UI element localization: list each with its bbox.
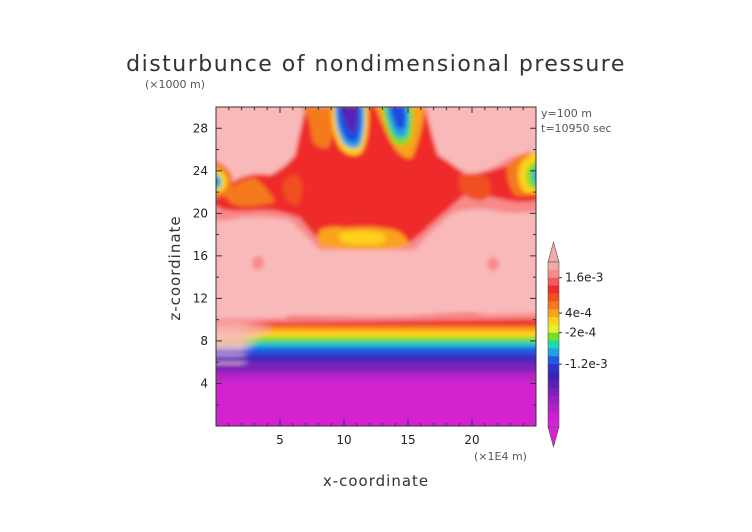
y-tick-label: 8: [200, 334, 208, 348]
colorbar-frame: [547, 261, 560, 428]
y-unit-label: (×1000 m): [145, 78, 205, 91]
colorbar-swatch: [548, 301, 559, 310]
colorbar-swatch: [548, 309, 559, 318]
y-tick-label: 4: [200, 376, 208, 390]
colorbar-swatch: [548, 411, 559, 420]
colorbar-swatch: [548, 419, 559, 428]
colorbar-swatch: [548, 348, 559, 357]
colorbar-tick-label: -2e-4: [565, 326, 596, 340]
colorbar-swatch: [548, 340, 559, 349]
colorbar: 1.6e-3 4e-4 -2e-4 -1.2e-3: [547, 240, 608, 449]
y-tick-label: 16: [193, 249, 208, 263]
x-unit-label: (×1E4 m): [474, 450, 527, 463]
colorbar-swatch: [548, 293, 559, 302]
y-tick-label: 28: [193, 121, 208, 135]
colorbar-swatch: [548, 387, 559, 396]
colorbar-swatch: [548, 372, 559, 381]
colorbar-swatch: [548, 269, 559, 279]
y-axis-label: z-coordinate: [166, 215, 184, 320]
colorbar-swatch: [548, 277, 559, 286]
colorbar-tick-label: 1.6e-3: [565, 271, 603, 285]
colorbar-swatch: [548, 332, 559, 341]
heatmap-field: [216, 107, 536, 426]
colorbar-tick-label: -1.2e-3: [565, 357, 608, 371]
x-tick-label: 20: [464, 433, 479, 447]
x-tick-label: 15: [400, 433, 415, 447]
colorbar-swatch: [548, 364, 559, 373]
annotation-time: t=10950 sec: [541, 122, 612, 135]
y-tick-label: 12: [193, 291, 208, 305]
x-tick-label: 5: [276, 433, 284, 447]
plot-frame: [215, 106, 537, 427]
colorbar-swatch: [548, 285, 559, 294]
x-axis-label: x-coordinate: [323, 472, 429, 490]
colorbar-swatch: [548, 262, 559, 271]
x-tick-label: 10: [336, 433, 351, 447]
annotation-y: y=100 m: [541, 107, 592, 120]
colorbar-swatch: [548, 395, 559, 404]
colorbar-swatch: [548, 403, 559, 412]
colorbar-swatch: [548, 317, 559, 326]
colorbar-tick-label: 4e-4: [565, 306, 592, 320]
colorbar-swatch: [548, 379, 559, 389]
x-axis: 5 10 15 20: [228, 107, 524, 447]
y-tick-label: 20: [193, 206, 208, 220]
colorbar-swatch: [548, 356, 559, 365]
chart-title: disturbunce of nondimensional pressure: [126, 52, 626, 77]
colorbar-min-arrow: [547, 426, 560, 449]
y-tick-label: 24: [193, 164, 208, 178]
y-axis: 4 8 12 16 20 24 28: [193, 121, 536, 406]
colorbar-swatch: [548, 324, 559, 334]
colorbar-max-arrow: [547, 240, 560, 263]
